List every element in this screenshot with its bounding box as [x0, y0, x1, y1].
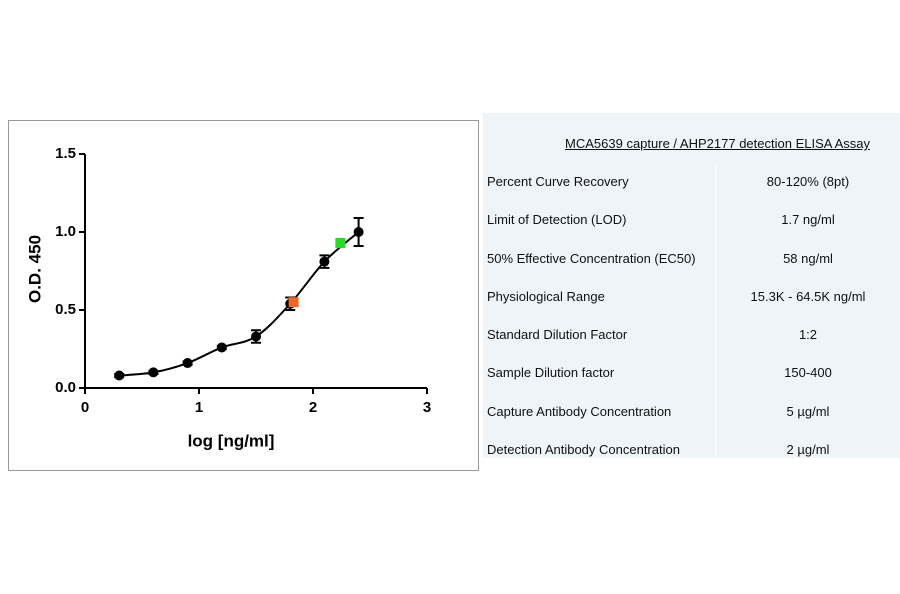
value-cell: 15.3K - 64.5K ng/ml — [750, 288, 866, 304]
chart-frame — [8, 120, 479, 471]
table-row: Sample Dilution factor 150-400 — [483, 354, 900, 393]
point — [251, 331, 261, 342]
x-axis-label: log [ng/ml] — [188, 431, 275, 450]
value-cell: 58 ng/ml — [783, 250, 833, 266]
value-cell: 150-400 — [784, 365, 832, 381]
spec-table: MCA5639 capture / AHP2177 detection ELIS… — [483, 113, 900, 470]
value-cell: 1.7 ng/ml — [781, 212, 835, 228]
table-row: Detection Antibody Concentration 2 µg/ml — [483, 431, 900, 470]
fit-curve — [119, 231, 360, 377]
table-row: Limit of Detection (LOD) 1.7 ng/ml — [483, 201, 900, 240]
table-row: Capture Antibody Concentration 5 µg/ml — [483, 392, 900, 432]
key-cell: Limit of Detection (LOD) — [483, 201, 716, 240]
y-axis-label: O.D. 450 — [25, 235, 44, 303]
key-cell: Physiological Range — [483, 277, 716, 317]
point — [335, 237, 346, 248]
key-cell: Capture Antibody Concentration — [483, 392, 716, 432]
table-row: Standard Dilution Factor 1:2 — [483, 316, 900, 355]
x-tick-label: 0 — [81, 399, 89, 416]
key-cell: 50% Effective Concentration (EC50) — [483, 239, 716, 278]
value-cell: 5 µg/ml — [786, 403, 830, 419]
key-cell: Percent Curve Recovery — [483, 163, 716, 202]
table-row: Physiological Range 15.3K - 64.5K ng/ml — [483, 277, 900, 317]
point — [148, 367, 159, 378]
key-cell: Detection Antibody Concentration — [483, 431, 716, 470]
point — [182, 358, 193, 369]
x-tick-label: 2 — [309, 399, 317, 416]
table-row: Percent Curve Recovery 80-120% (8pt) — [483, 163, 900, 202]
x-tick-label: 3 — [423, 399, 431, 416]
y-tick-label: 1.5 — [55, 145, 76, 162]
x-tick-label: 1 — [195, 399, 203, 416]
table-row: 50% Effective Concentration (EC50) 58 ng/… — [483, 239, 900, 278]
value-cell: 1:2 — [798, 327, 818, 343]
y-tick-label: 0.0 — [55, 379, 76, 396]
key-cell: Sample Dilution factor — [483, 354, 716, 393]
point — [216, 342, 227, 353]
y-tick-label: 1.0 — [55, 223, 76, 240]
point — [319, 256, 330, 267]
value-cell: 80-120% (8pt) — [766, 174, 850, 189]
value-cell: 2 µg/ml — [786, 442, 830, 458]
chart: 0.0 0.5 1.0 1.5 0 1 2 3 log [ng/ml] O.D. 450 — [25, 145, 431, 451]
table-title: MCA5639 capture / AHP2177 detection ELIS… — [565, 136, 870, 151]
y-tick-label: 0.5 — [55, 301, 76, 318]
point — [114, 370, 125, 381]
key-cell: Standard Dilution Factor — [483, 316, 716, 355]
point — [353, 227, 364, 237]
point — [288, 297, 299, 308]
